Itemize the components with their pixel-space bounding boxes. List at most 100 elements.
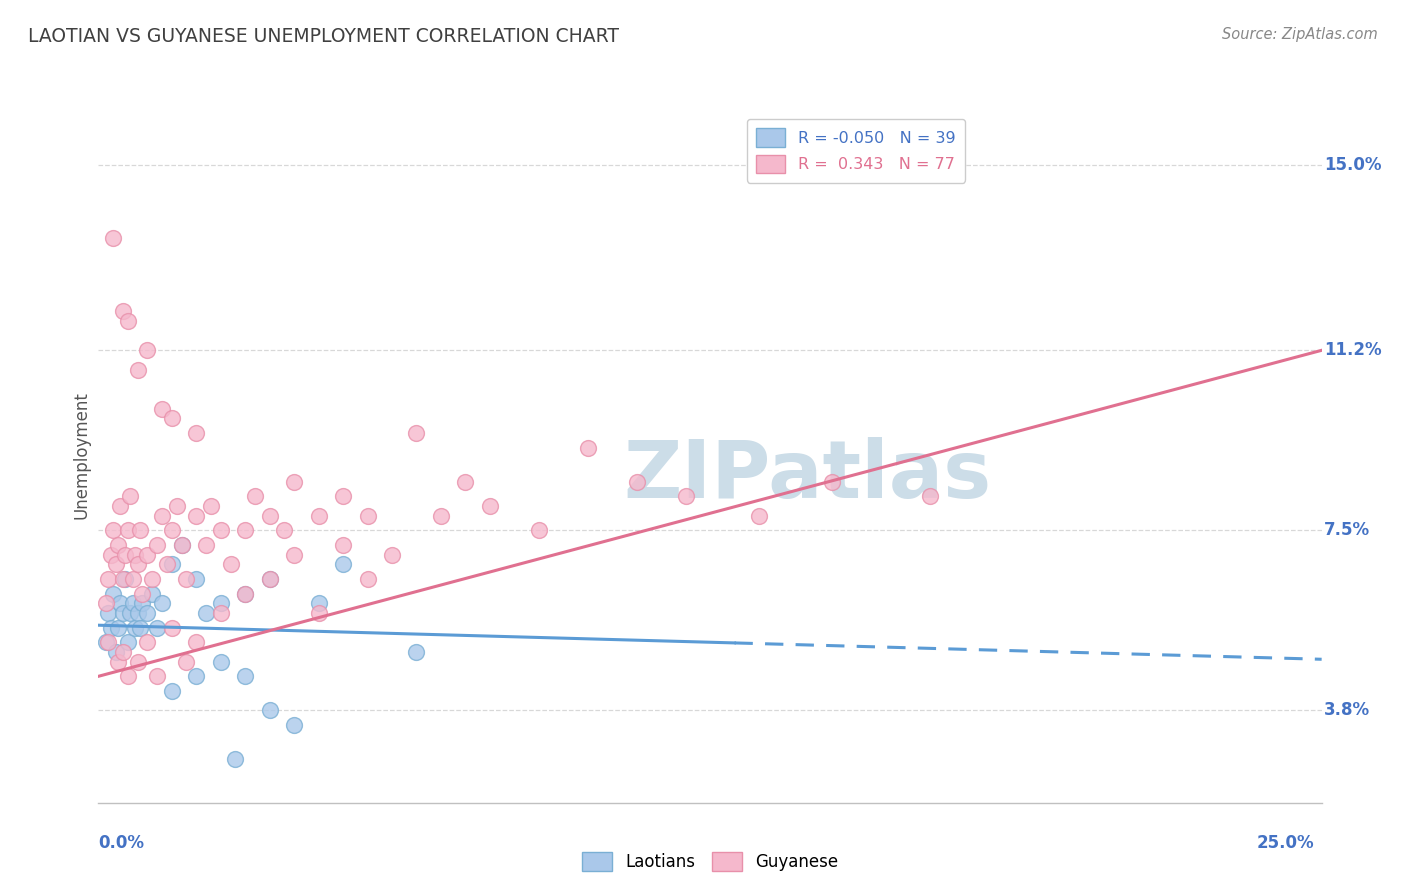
Point — [332, 558, 354, 572]
Point — [150, 596, 173, 610]
Point — [127, 606, 149, 620]
Point — [107, 655, 129, 669]
Text: 7.5%: 7.5% — [1324, 521, 1371, 540]
Point — [114, 572, 136, 586]
Point — [626, 475, 648, 489]
Point — [195, 538, 218, 552]
Point — [259, 508, 281, 523]
Point — [101, 231, 124, 245]
Point — [405, 425, 427, 440]
Point — [170, 538, 193, 552]
Point — [356, 572, 378, 586]
Point — [170, 538, 193, 552]
Point — [136, 606, 159, 620]
Point — [114, 548, 136, 562]
Point — [129, 524, 152, 538]
Point — [150, 401, 173, 416]
Point — [104, 558, 127, 572]
Point — [124, 548, 146, 562]
Point — [117, 635, 139, 649]
Point — [160, 558, 183, 572]
Point — [478, 499, 501, 513]
Point — [117, 524, 139, 538]
Point — [454, 475, 477, 489]
Point — [117, 314, 139, 328]
Point — [209, 655, 232, 669]
Point — [127, 558, 149, 572]
Point — [186, 669, 208, 683]
Point — [405, 645, 427, 659]
Point — [120, 606, 142, 620]
Point — [209, 596, 232, 610]
Point — [110, 596, 132, 610]
Point — [308, 508, 330, 523]
Point — [233, 586, 256, 600]
Point — [131, 586, 153, 600]
Point — [176, 655, 198, 669]
Point — [308, 606, 330, 620]
Point — [186, 635, 208, 649]
Point — [160, 621, 183, 635]
Text: LAOTIAN VS GUYANESE UNEMPLOYMENT CORRELATION CHART: LAOTIAN VS GUYANESE UNEMPLOYMENT CORRELA… — [28, 27, 619, 45]
Point — [356, 508, 378, 523]
Point — [117, 669, 139, 683]
Point — [100, 621, 122, 635]
Point — [821, 475, 844, 489]
Point — [127, 655, 149, 669]
Point — [120, 489, 142, 503]
Point — [146, 669, 169, 683]
Point — [111, 572, 134, 586]
Point — [141, 572, 163, 586]
Point — [97, 606, 120, 620]
Text: 25.0%: 25.0% — [1257, 834, 1315, 852]
Point — [381, 548, 404, 562]
Point — [259, 572, 281, 586]
Point — [283, 475, 305, 489]
Point — [107, 621, 129, 635]
Text: 11.2%: 11.2% — [1324, 342, 1382, 359]
Point — [111, 606, 134, 620]
Y-axis label: Unemployment: Unemployment — [72, 391, 90, 519]
Point — [94, 635, 117, 649]
Point — [259, 572, 281, 586]
Point — [124, 621, 146, 635]
Point — [200, 499, 222, 513]
Point — [107, 538, 129, 552]
Point — [136, 343, 159, 358]
Text: Source: ZipAtlas.com: Source: ZipAtlas.com — [1222, 27, 1378, 42]
Point — [136, 548, 159, 562]
Point — [224, 752, 246, 766]
Point — [129, 621, 152, 635]
Point — [176, 849, 198, 863]
Point — [186, 425, 208, 440]
Point — [141, 586, 163, 600]
Point — [186, 508, 208, 523]
Point — [195, 815, 218, 830]
Legend: Laotians, Guyanese: Laotians, Guyanese — [575, 846, 845, 878]
Point — [101, 586, 124, 600]
Point — [111, 645, 134, 659]
Point — [332, 538, 354, 552]
Point — [283, 548, 305, 562]
Point — [176, 572, 198, 586]
Point — [748, 508, 770, 523]
Text: ZIPatlas: ZIPatlas — [624, 437, 993, 515]
Point — [576, 441, 599, 455]
Point — [527, 524, 550, 538]
Point — [283, 718, 305, 732]
Point — [97, 572, 120, 586]
Point — [675, 489, 697, 503]
Point — [121, 596, 143, 610]
Point — [127, 363, 149, 377]
Point — [110, 499, 132, 513]
Point — [146, 538, 169, 552]
Point — [156, 558, 179, 572]
Point — [150, 508, 173, 523]
Point — [121, 572, 143, 586]
Point — [111, 304, 134, 318]
Point — [104, 645, 127, 659]
Point — [97, 635, 120, 649]
Point — [209, 606, 232, 620]
Point — [131, 596, 153, 610]
Point — [233, 586, 256, 600]
